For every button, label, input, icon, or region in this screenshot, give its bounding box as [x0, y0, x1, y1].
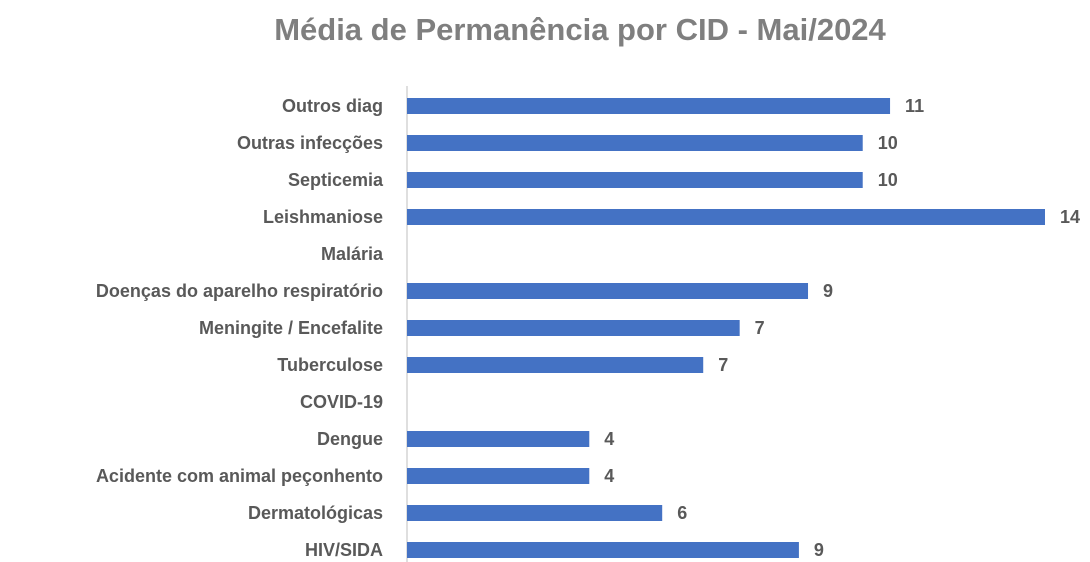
bar [407, 542, 799, 558]
data-label: 11 [905, 96, 924, 116]
data-label: 10 [878, 170, 898, 190]
bar [407, 468, 590, 484]
data-label: 4 [604, 466, 614, 486]
y-tick-label: Outras infecções [237, 133, 383, 153]
data-label: 4 [604, 429, 614, 449]
bar [407, 283, 809, 299]
y-tick-label: Outros diag [282, 96, 383, 116]
bar [407, 320, 740, 336]
y-tick-label: Acidente com animal peçonhento [96, 466, 383, 486]
y-tick-label: Septicemia [288, 170, 384, 190]
y-tick-label: COVID-19 [300, 392, 383, 412]
data-label: 7 [718, 355, 728, 375]
data-label: 10 [878, 133, 898, 153]
data-label: 6 [677, 503, 687, 523]
bar [407, 98, 891, 114]
y-tick-label: Meningite / Encefalite [199, 318, 383, 338]
y-tick-label: HIV/SIDA [305, 540, 383, 560]
y-tick-label: Malária [321, 244, 384, 264]
bar [407, 209, 1045, 225]
y-tick-label: Dermatológicas [248, 503, 383, 523]
y-tick-label: Tuberculose [277, 355, 383, 375]
data-label: 9 [814, 540, 824, 560]
chart-title: Média de Permanência por CID - Mai/2024 [274, 12, 886, 47]
y-tick-label: Leishmaniose [263, 207, 383, 227]
bar [407, 431, 590, 447]
bar [407, 172, 863, 188]
y-tick-label: Dengue [317, 429, 383, 449]
bar [407, 505, 663, 521]
bar [407, 135, 863, 151]
bar [407, 357, 704, 373]
data-label: 7 [755, 318, 765, 338]
data-label: 9 [823, 281, 833, 301]
data-label: 14 [1060, 207, 1080, 227]
y-tick-label: Doenças do aparelho respiratório [96, 281, 383, 301]
